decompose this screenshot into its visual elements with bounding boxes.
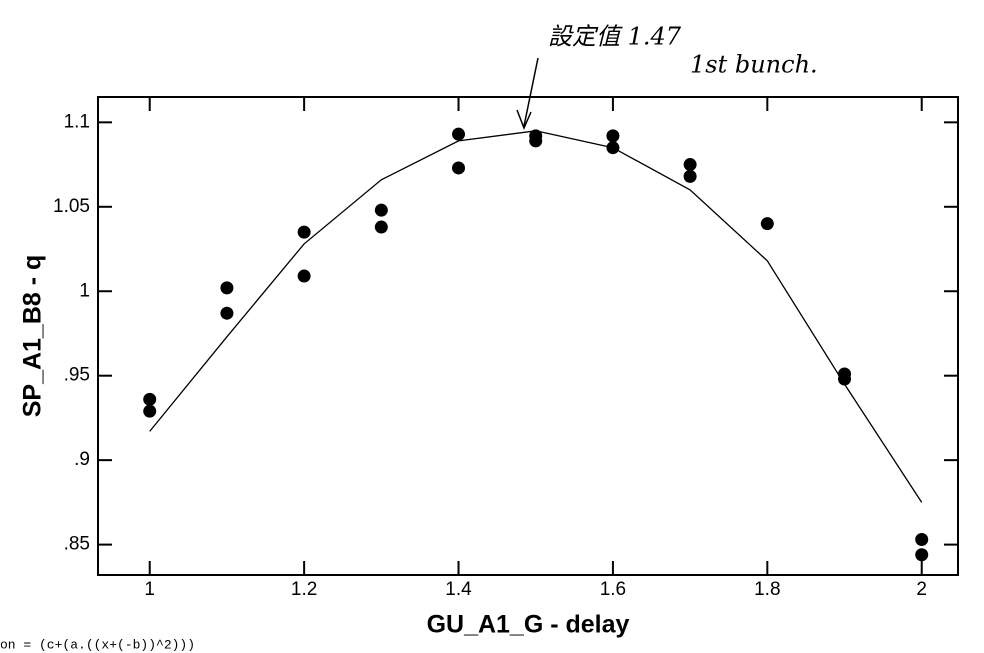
x-tick-label: 1 — [144, 579, 155, 600]
plot-frame — [97, 96, 959, 576]
x-tick-label: 1.2 — [291, 579, 317, 600]
y-tick-label: .85 — [64, 534, 90, 555]
point — [452, 127, 466, 141]
y-axis-title: SP_A1_B8 - q — [19, 255, 47, 418]
point — [760, 217, 774, 231]
annotation: 1st bunch. — [690, 51, 818, 79]
annotation: 設定值 1.47 — [548, 23, 682, 51]
y-tick-label: 1 — [79, 280, 90, 301]
x-tick-label: 1.6 — [600, 579, 626, 600]
point — [606, 141, 620, 155]
point — [143, 404, 157, 418]
point — [529, 134, 543, 148]
point — [220, 306, 234, 320]
point — [452, 161, 466, 175]
point — [683, 158, 697, 172]
point — [915, 533, 929, 547]
x-tick-label: 1.4 — [445, 579, 472, 600]
fit-curve — [149, 130, 923, 503]
point — [606, 129, 620, 143]
arrow — [516, 57, 539, 130]
point — [374, 220, 388, 234]
x-tick-label: 1.8 — [754, 579, 780, 600]
y-tick-label: .9 — [74, 449, 90, 470]
point — [374, 203, 388, 217]
y-tick-label: 1.1 — [64, 111, 90, 132]
x-axis-title: GU_A1_G - delay — [427, 611, 630, 639]
equation: on = (c+(a.((x+(-b))^2))) — [0, 637, 195, 652]
y-tick-label: .95 — [64, 365, 90, 386]
y-tick-label: 1.05 — [53, 196, 90, 217]
point — [297, 225, 311, 239]
point — [838, 372, 852, 386]
point — [915, 548, 929, 562]
x-tick-label: 2 — [916, 579, 927, 600]
point — [297, 269, 311, 283]
point — [143, 392, 157, 406]
point — [683, 169, 697, 183]
point — [220, 281, 234, 295]
